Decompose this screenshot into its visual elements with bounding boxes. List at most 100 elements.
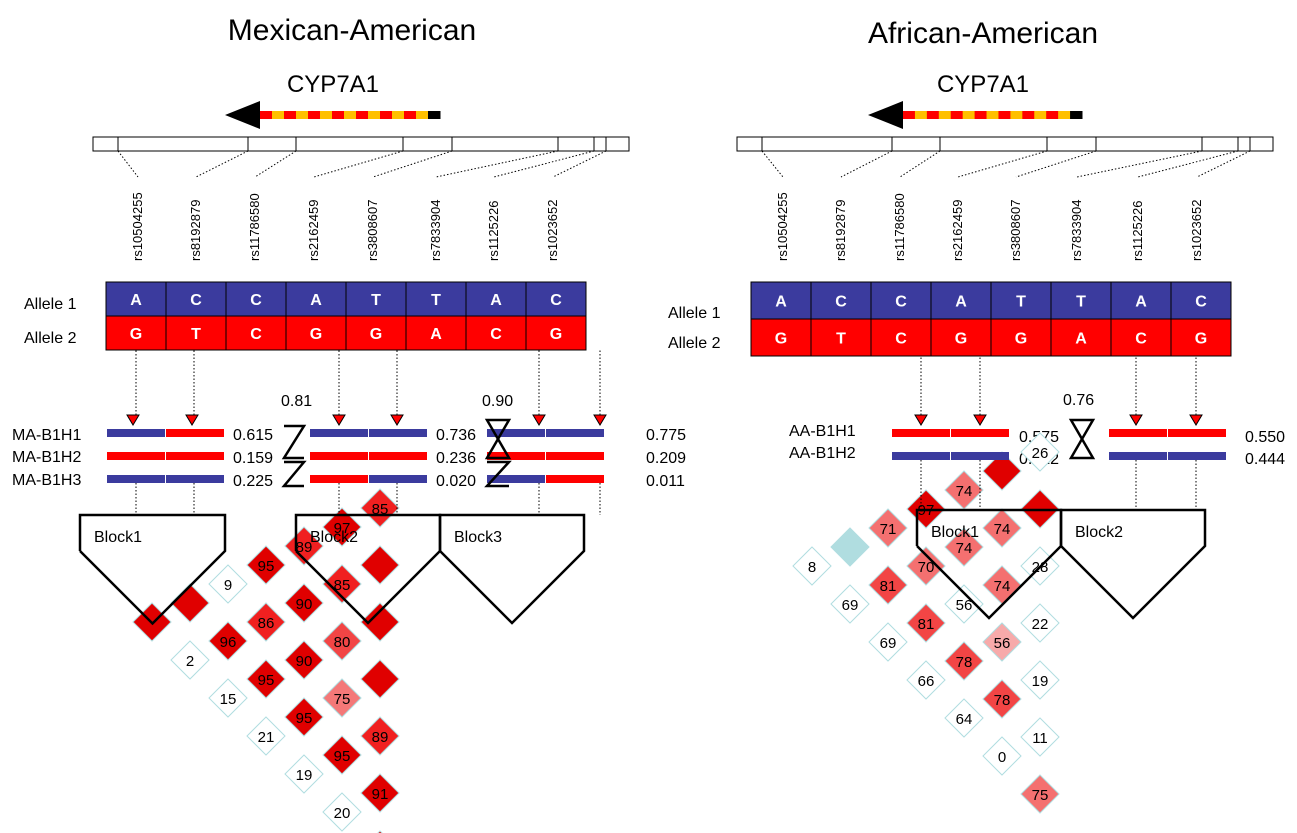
gene-segment-aa bbox=[962, 111, 976, 119]
ld-value-aa: 64 bbox=[956, 711, 973, 728]
allele2-text-ma: G bbox=[310, 326, 322, 343]
allele2-cell-ma bbox=[225, 315, 287, 351]
snp-leader-ma bbox=[117, 150, 139, 178]
ld-value-ma: 9 bbox=[224, 577, 232, 594]
hap-bar-aa bbox=[951, 452, 1009, 460]
allele1-cell-aa bbox=[1110, 281, 1172, 320]
link-connector-ma-3 bbox=[484, 460, 512, 488]
ld-value-aa: 74 bbox=[994, 521, 1011, 538]
gene-segment-ma bbox=[404, 111, 417, 119]
allele2-cell-aa bbox=[1170, 318, 1232, 357]
ld-cell-ma bbox=[208, 564, 248, 604]
ld-cell-aa bbox=[1020, 432, 1060, 472]
snp-leader-aa bbox=[1137, 150, 1239, 178]
ld-value-aa: 81 bbox=[880, 578, 897, 595]
gene-segment-aa bbox=[926, 111, 940, 119]
ld-value-ma: 97 bbox=[334, 520, 351, 537]
freq-ma-b2-3: 0.020 bbox=[436, 473, 476, 490]
freq-aa-b2-2: 0.444 bbox=[1245, 451, 1285, 468]
gene-segment-aa bbox=[903, 111, 916, 119]
ld-cell-ma bbox=[322, 564, 362, 604]
allele1-label-aa: Allele 1 bbox=[668, 305, 721, 322]
link-connector-ma-2 bbox=[281, 460, 307, 488]
snp-label-ma: rs7833904 bbox=[428, 200, 443, 261]
snp-leader-ma bbox=[493, 150, 595, 178]
ld-value-ma: 96 bbox=[220, 634, 237, 651]
allele1-text-aa: C bbox=[835, 294, 847, 311]
hap-bar-ma bbox=[107, 429, 165, 437]
hap-label-ma-2: MA-B1H2 bbox=[12, 449, 81, 466]
ld-value-aa: 81 bbox=[918, 616, 935, 633]
hap-bar-ma bbox=[369, 429, 427, 437]
gene-segment-ma bbox=[344, 111, 357, 119]
gene-segment-ma bbox=[428, 111, 441, 119]
block-label-ma: Block1 bbox=[94, 529, 142, 546]
snp-label-ma: rs3808607 bbox=[365, 200, 380, 261]
gene-segment-ma bbox=[380, 111, 393, 119]
hap-bar-ma bbox=[369, 452, 427, 460]
allele1-text-ma: T bbox=[431, 292, 441, 309]
ld-cell-ma bbox=[322, 735, 362, 775]
allele2-cell-aa bbox=[1050, 318, 1112, 357]
ld-value-aa: 78 bbox=[956, 654, 973, 671]
hap-bar-aa bbox=[1168, 452, 1226, 460]
hap-bar-ma bbox=[546, 452, 604, 460]
allele2-text-ma: C bbox=[490, 326, 502, 343]
hap-bar-ma bbox=[546, 429, 604, 437]
ld-cell-ma bbox=[246, 545, 286, 585]
ld-cell-ma bbox=[360, 488, 400, 528]
hap-label-ma-3: MA-B1H3 bbox=[12, 472, 81, 489]
hap-bar-ma bbox=[310, 475, 368, 483]
gene-segment-ma bbox=[416, 111, 429, 119]
gene-label-ma: CYP7A1 bbox=[287, 71, 379, 98]
snp-leader-aa bbox=[1015, 150, 1097, 178]
hap-label-aa-1: AA-B1H1 bbox=[789, 423, 856, 440]
block-outline-aa bbox=[1059, 508, 1207, 620]
ld-cell-aa bbox=[944, 698, 984, 738]
hap-bar-ma bbox=[166, 429, 224, 437]
allele2-text-ma: G bbox=[550, 326, 562, 343]
marker-triangle-aa bbox=[914, 414, 928, 426]
gene-label-aa: CYP7A1 bbox=[937, 71, 1029, 98]
ld-cell-ma bbox=[208, 678, 248, 718]
ld-value-ma: 80 bbox=[334, 634, 351, 651]
ld-value-aa: 11 bbox=[1032, 730, 1048, 747]
allele2-cell-ma bbox=[165, 315, 227, 351]
ld-value-aa: 69 bbox=[842, 597, 859, 614]
gene-segment-ma bbox=[356, 111, 369, 119]
snp-label-ma: rs2162459 bbox=[306, 200, 321, 261]
ld-value-ma: 86 bbox=[258, 615, 275, 632]
gene-segment-ma bbox=[272, 111, 285, 119]
hap-bar-aa bbox=[892, 452, 950, 460]
gene-segment-aa bbox=[986, 111, 999, 119]
snp-leader-ma bbox=[552, 150, 607, 178]
ld-cell-ma bbox=[208, 621, 248, 661]
ld-value-ma: 95 bbox=[296, 710, 313, 727]
gene-arrowhead-ma bbox=[225, 101, 260, 129]
ld-cell-aa bbox=[868, 508, 908, 548]
ld-cell-ma bbox=[322, 507, 362, 547]
allele2-text-aa: G bbox=[1015, 331, 1027, 348]
ld-cell-aa bbox=[982, 736, 1022, 776]
ld-cell-ma bbox=[170, 640, 210, 680]
allele2-text-aa: T bbox=[836, 331, 846, 348]
gene-segment-ma bbox=[320, 111, 333, 119]
snp-leader-aa bbox=[957, 150, 1048, 178]
ld-cell-aa bbox=[982, 451, 1022, 491]
allele2-text-aa: G bbox=[955, 331, 967, 348]
ld-cell-ma bbox=[284, 697, 324, 737]
allele1-cell-aa bbox=[1170, 281, 1232, 320]
ld-cell-aa bbox=[944, 641, 984, 681]
ld-cell-aa bbox=[868, 622, 908, 662]
allele2-text-aa: G bbox=[775, 331, 787, 348]
ld-cell-aa bbox=[830, 527, 870, 567]
gene-segment-aa bbox=[1022, 111, 1035, 119]
ld-value-aa: 19 bbox=[1032, 673, 1049, 690]
snp-label-ma: rs1125226 bbox=[486, 201, 501, 261]
ld-cell-aa bbox=[944, 527, 984, 567]
snp-label-ma: rs10504255 bbox=[130, 192, 145, 261]
ld-value-ma: 89 bbox=[296, 539, 313, 556]
hap-bar-aa bbox=[892, 429, 950, 437]
allele1-cell-aa bbox=[1050, 281, 1112, 320]
